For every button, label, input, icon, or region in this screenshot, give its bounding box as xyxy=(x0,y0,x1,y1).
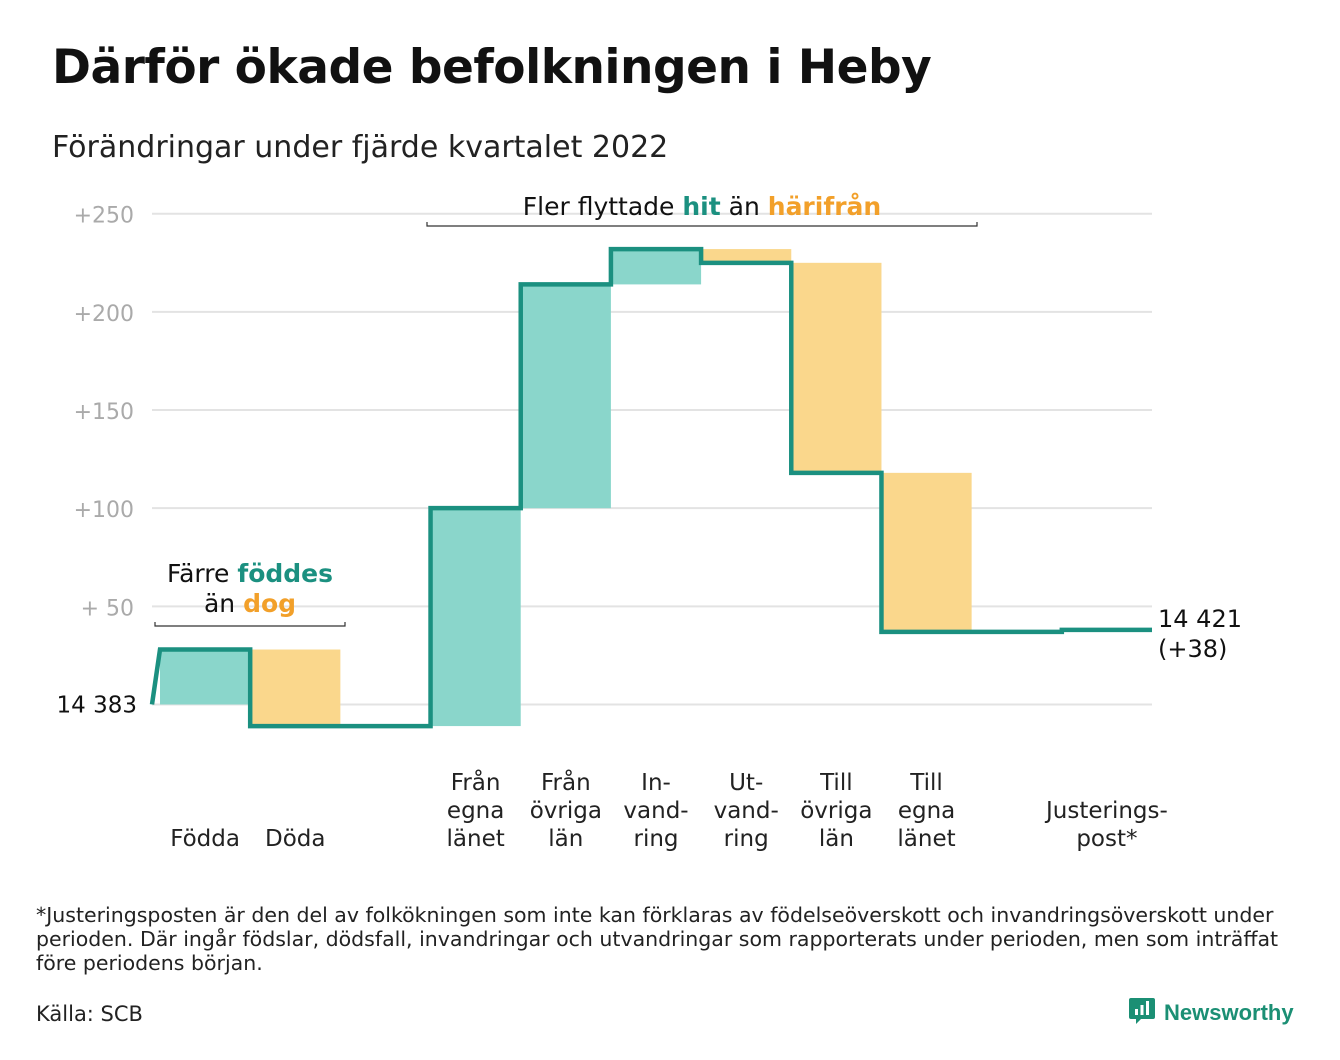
step-line-layer xyxy=(149,246,1152,729)
x-category-label: Justerings- xyxy=(1044,798,1168,824)
waterfall-bar xyxy=(610,249,702,285)
x-category-label: In- xyxy=(641,770,671,796)
annotation-text: Färre föddes xyxy=(167,559,333,588)
waterfall-bar xyxy=(160,649,251,705)
annotation-segment: hit xyxy=(682,192,720,221)
bars xyxy=(160,249,1152,727)
cumulative-step-line xyxy=(149,246,1152,729)
waterfall-bar xyxy=(701,249,792,263)
annotation-segment: härifrån xyxy=(768,192,881,221)
x-category-label: egna xyxy=(898,798,955,824)
y-tick-label: +100 xyxy=(74,498,134,523)
x-category-label: ring xyxy=(724,826,769,852)
x-category-label: län xyxy=(548,826,583,852)
x-category-label: Till xyxy=(819,770,853,796)
x-category-label: ring xyxy=(633,826,678,852)
x-category-label: Döda xyxy=(265,826,325,852)
annotation-segment: föddes xyxy=(237,559,333,588)
brand[interactable]: Newsworthy xyxy=(1128,996,1294,1030)
annotation-segment: Färre xyxy=(167,559,237,588)
annotation-segment: än xyxy=(721,192,768,221)
waterfall-bar xyxy=(791,262,882,473)
waterfall-bar xyxy=(430,508,521,727)
x-category-label: post* xyxy=(1076,826,1137,852)
annotation-segment: Fler flyttade xyxy=(523,192,683,221)
x-category-label: länet xyxy=(447,826,505,852)
annotation-segment: än xyxy=(204,589,243,618)
annotation-bracket xyxy=(426,222,978,227)
x-category-label: Till xyxy=(909,770,943,796)
annotation-text: än dog xyxy=(204,589,296,618)
y-tick-label: + 50 xyxy=(81,596,134,621)
x-category-label: Från xyxy=(541,768,591,796)
waterfall-bar xyxy=(250,649,341,727)
annotation-text: Fler flyttade hit än härifrån xyxy=(523,192,881,221)
waterfall-bar xyxy=(881,472,972,632)
x-category-label: länet xyxy=(897,826,955,852)
annotation-bracket xyxy=(154,622,346,627)
y-tick-label: +250 xyxy=(74,204,134,229)
x-category-label: vand- xyxy=(623,798,688,824)
x-category-label: vand- xyxy=(714,798,779,824)
x-category-label: Födda xyxy=(170,826,240,852)
x-category-label: Från xyxy=(451,768,501,796)
y-tick-label: +150 xyxy=(74,400,134,425)
brand-name: Newsworthy xyxy=(1164,1000,1294,1025)
footnote: *Justeringsposten är den del av folkökni… xyxy=(36,903,1279,975)
x-category-label: egna xyxy=(447,798,504,824)
x-category-label: övriga xyxy=(530,798,602,824)
annotation-segment: dog xyxy=(243,589,296,618)
chart-subtitle: Förändringar under fjärde kvartalet 2022 xyxy=(52,130,669,165)
x-category-label: län xyxy=(819,826,854,852)
chart-title: Därför ökade befolkningen i Heby xyxy=(52,40,932,95)
x-category-label: Ut- xyxy=(729,770,763,796)
y-tick-label: +200 xyxy=(74,302,134,327)
x-category-label: övriga xyxy=(800,798,872,824)
end-value-label: (+38) xyxy=(1158,635,1227,663)
waterfall-bar xyxy=(520,284,611,509)
start-value-label: 14 383 xyxy=(57,692,137,718)
end-value-label: 14 421 xyxy=(1158,605,1242,633)
newsworthy-logo-icon xyxy=(1128,996,1156,1030)
source-note: Källa: SCB xyxy=(36,1002,143,1026)
